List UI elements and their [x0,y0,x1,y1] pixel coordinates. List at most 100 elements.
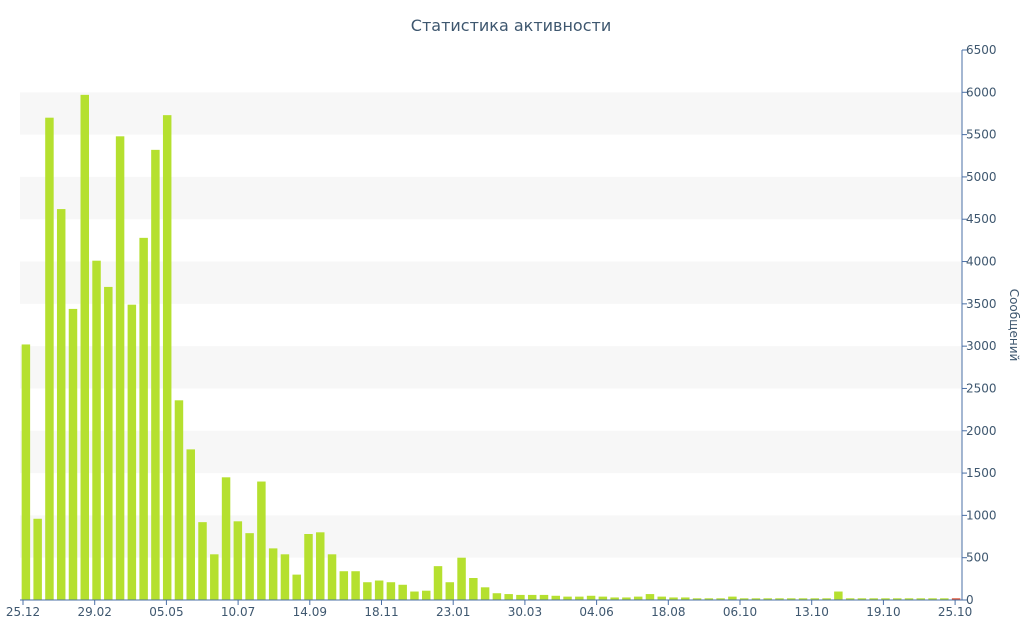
bar [433,566,443,600]
x-tick-label: 04.06 [579,605,613,619]
bar [104,286,113,600]
bar [45,117,54,600]
bar [916,598,926,600]
x-tick-label: 18.11 [364,605,398,619]
bar [174,400,184,600]
x-tick-label: 14.09 [293,605,327,619]
y-tick-label: 0 [966,593,974,607]
bar [139,237,148,600]
bar [551,595,560,600]
x-tick-label: 25.12 [6,605,40,619]
bar [586,595,596,600]
bar [115,136,125,600]
bar [469,578,478,600]
chart-title: Статистика активности [411,16,611,35]
bar [622,597,631,600]
y-tick-label: 3000 [966,339,997,353]
x-axis: 25.12 29.02 05.05 10.07 14.09 18.11 23.01 30.03… [6,599,972,619]
y-tick-label: 500 [966,551,989,565]
bar [633,596,643,600]
grid-band [20,261,962,304]
grid-band [20,430,962,474]
bar [704,598,714,600]
bar [810,598,820,600]
y-axis: 0 500 1000 1500 2000 2500 3000 3500 4000 4500 5000… [961,43,997,607]
bar [233,521,243,600]
bar [527,594,537,600]
x-tick-label: 06.10 [723,605,757,619]
bar [339,571,349,600]
grid-band [20,92,962,135]
bar [422,590,431,600]
y-tick-label: 3500 [966,297,997,311]
y-axis-label: Сообщений [1007,289,1021,362]
x-tick-label: 10.07 [221,605,255,619]
bar [516,594,525,600]
grid-band [20,515,962,558]
bar [33,518,42,600]
x-tick-label: 23.01 [436,605,470,619]
bar [363,582,372,600]
bar [351,571,360,600]
bar [857,598,867,600]
bar [575,596,584,600]
y-tick-label: 6500 [966,43,997,57]
bar [763,598,772,600]
y-tick-label: 1500 [966,466,997,480]
bar [539,594,549,600]
bar [221,477,231,600]
bar [80,94,89,600]
x-tick-label: 19.10 [866,605,900,619]
bar [716,598,725,600]
bar [728,596,737,600]
bar [798,598,808,600]
bar [751,598,761,600]
bar [210,554,219,600]
bar [787,598,796,600]
bar [56,209,66,600]
bar [162,115,172,601]
bar [739,598,749,600]
bars [21,94,961,601]
bar [374,580,384,600]
bar [245,533,254,600]
bar [151,149,160,600]
bar [68,308,78,600]
y-tick-label: 6000 [966,85,997,99]
y-tick-label: 1000 [966,508,997,522]
grid-band [20,176,962,220]
bar [834,591,843,600]
bar [304,534,313,600]
bar [410,591,419,600]
bar [480,587,490,600]
bar [645,594,655,600]
bar [398,584,407,600]
bar [445,582,455,600]
bar [92,260,101,600]
bar [268,548,278,600]
bar [292,574,301,600]
bar [127,304,137,600]
y-tick-label: 2000 [966,424,997,438]
x-tick-label: 05.05 [149,605,183,619]
bar [563,596,572,600]
bar [186,449,195,600]
bar [504,594,513,600]
bar [940,598,949,600]
grid-band [20,346,962,389]
bar [257,481,266,600]
bar [822,598,831,600]
bar [881,598,890,600]
y-tick-label: 4000 [966,255,997,269]
bar [598,596,608,600]
bar [316,532,325,600]
y-tick-label: 4500 [966,212,997,226]
bar [457,557,466,600]
bar [681,597,690,600]
y-tick-label: 5000 [966,170,997,184]
grid-bands [20,92,962,558]
y-tick-label: 2500 [966,381,997,395]
x-tick-label: 25.10 [938,605,972,619]
bar [21,344,31,600]
